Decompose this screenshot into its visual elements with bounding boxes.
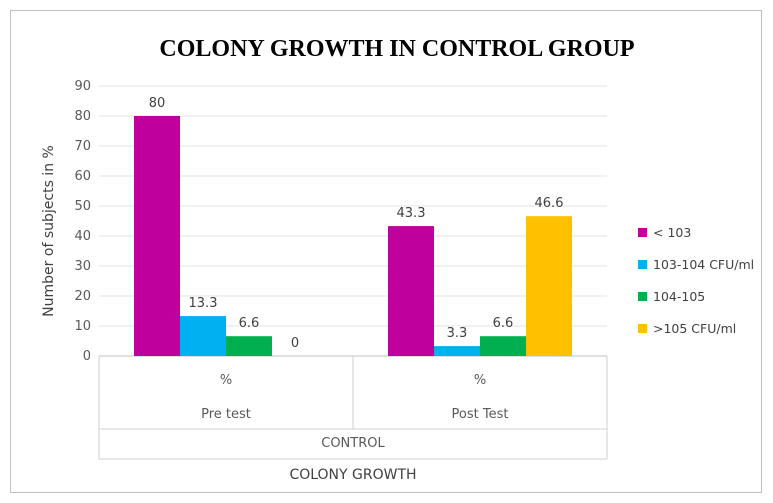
legend-swatch: [638, 292, 647, 301]
data-label: 3.3: [447, 326, 468, 341]
y-tick-label: 50: [74, 199, 91, 214]
x-group-label: CONTROL: [321, 436, 385, 451]
y-tick-label: 70: [74, 139, 91, 154]
data-label: 13.3: [189, 296, 218, 311]
bar: [180, 316, 226, 356]
bar: [134, 116, 180, 356]
legend-label: 103-104 CFU/ml: [653, 257, 754, 272]
x-category-label: Pre test: [201, 407, 251, 422]
colony-growth-chart: COLONY GROWTH IN CONTROL GROUP 0 10 20 30 40…: [41, 36, 754, 483]
y-axis-ticks: 0 10 20 30 40 50 60 70 80 90: [74, 79, 91, 364]
bar: [526, 216, 572, 356]
y-tick-label: 30: [74, 259, 91, 274]
x-axis: % Pre test% Post Test CONTROL COLONY GROWTH: [98, 356, 608, 483]
y-tick-label: 20: [74, 289, 91, 304]
data-label: 6.6: [239, 316, 260, 331]
data-labels: 80 13.3 6.6 0 43.3 3.3 6.6 46.6: [149, 96, 564, 351]
y-tick-label: 60: [74, 169, 91, 184]
bar: [434, 346, 480, 356]
bar: [388, 226, 434, 356]
y-tick-label: 80: [74, 109, 91, 124]
y-tick-label: 90: [74, 79, 91, 94]
data-label: 80: [149, 96, 166, 111]
y-tick-label: 10: [74, 319, 91, 334]
legend-label: 104-105: [653, 289, 705, 304]
bar: [226, 336, 272, 356]
bars: [134, 116, 572, 356]
legend-label: < 103: [653, 225, 691, 240]
data-label: 0: [291, 336, 299, 351]
y-axis-title: Number of subjects in %: [41, 145, 57, 317]
legend-swatch: [638, 260, 647, 269]
legend-swatch: [638, 324, 647, 333]
x-unit-label: %: [474, 373, 486, 388]
x-unit-label: %: [220, 373, 232, 388]
y-tick-label: 0: [83, 349, 91, 364]
legend-swatch: [638, 228, 647, 237]
chart-title: COLONY GROWTH IN CONTROL GROUP: [159, 36, 634, 62]
chart-frame: COLONY GROWTH IN CONTROL GROUP 0 10 20 30 40…: [10, 10, 762, 493]
bar: [480, 336, 526, 356]
x-category-label: Post Test: [452, 407, 509, 422]
data-label: 43.3: [397, 206, 426, 221]
data-label: 46.6: [535, 196, 564, 211]
legend: < 103 103-104 CFU/ml 104-105 >105 CFU/ml: [638, 225, 754, 336]
y-tick-label: 40: [74, 229, 91, 244]
legend-label: >105 CFU/ml: [653, 321, 736, 336]
x-axis-title: COLONY GROWTH: [289, 467, 416, 483]
data-label: 6.6: [493, 316, 514, 331]
